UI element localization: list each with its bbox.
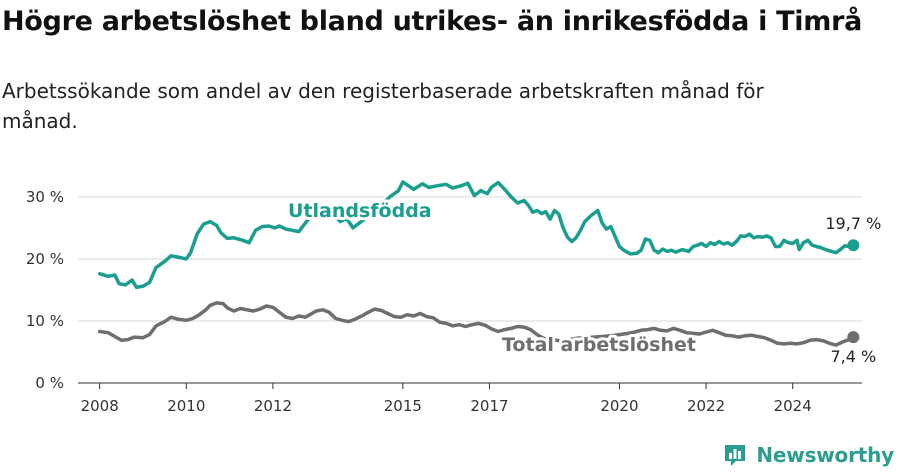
series-end-point-1 — [847, 331, 860, 344]
series-name-label: Utlandsfödda — [288, 200, 432, 222]
x-tick-label: 2017 — [470, 397, 508, 415]
y-tick-label: 0 % — [35, 374, 64, 392]
end-value-label: 19,7 % — [825, 214, 881, 233]
y-tick-label: 30 % — [26, 188, 64, 206]
end-value-label: 7,4 % — [830, 347, 876, 366]
x-tick-label: 2008 — [81, 397, 119, 415]
chart-title: Högre arbetslöshet bland utrikes- än inr… — [2, 6, 863, 37]
brand-name: Newsworthy — [756, 443, 894, 467]
x-tick-label: 2024 — [774, 397, 812, 415]
labels-layer: Utlandsfödda Total arbetslöshet 19,7 % 7,4 … — [285, 197, 883, 368]
y-tick-label: 10 % — [26, 312, 64, 330]
brand-logo: Newsworthy — [722, 442, 894, 468]
y-axis: 0 % 10 % 20 % 30 % — [26, 188, 64, 392]
x-tick-label: 2020 — [600, 397, 638, 415]
series-layer — [97, 180, 860, 347]
series-line-1 — [97, 301, 856, 347]
x-axis: 2008 2010 2012 2015 2017 2020 2022 2024 — [78, 382, 862, 415]
x-tick-label: 2022 — [687, 397, 725, 415]
series-name-label: Total arbetslöshet — [502, 334, 696, 356]
bar-chart-logo-icon — [725, 445, 746, 466]
x-tick-label: 2010 — [167, 397, 205, 415]
series-end-point-0 — [847, 239, 860, 252]
y-tick-label: 20 % — [26, 250, 64, 268]
chart-subtitle: Arbetssökande som andel av den registerb… — [2, 79, 764, 133]
x-tick-label: 2012 — [254, 397, 292, 415]
grid-layer — [78, 196, 862, 322]
series-line-0 — [97, 180, 856, 290]
x-tick-label: 2015 — [384, 397, 422, 415]
